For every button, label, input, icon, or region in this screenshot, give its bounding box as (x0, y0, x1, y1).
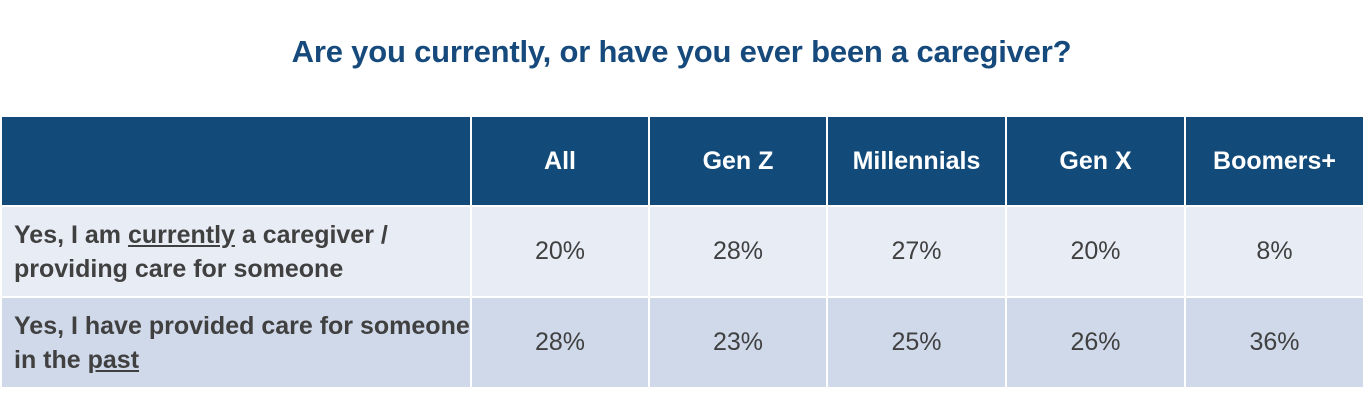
chart-title: Are you currently, or have you ever been… (291, 34, 1072, 69)
cell-gen-z: 23% (648, 296, 828, 389)
row-label-part: Yes, I am (14, 220, 128, 249)
header-gen-x: Gen X (1005, 115, 1186, 207)
cell-all: 20% (470, 205, 650, 298)
header-gen-z: Gen Z (648, 115, 828, 207)
cell-gen-x: 26% (1005, 296, 1186, 389)
row-label-emphasis: currently (127, 220, 235, 249)
header-boomers: Boomers+ (1184, 115, 1363, 207)
row-label-part: Yes, I have provided care for someone in… (14, 311, 470, 374)
row-label-emphasis: past (87, 345, 140, 374)
header-empty (0, 115, 472, 207)
row-label-part: a caregiver / providing care for someone (14, 220, 388, 283)
row-label-past: Yes, I have provided care for someone in… (0, 296, 472, 389)
table-row: Yes, I am currently a caregiver / provid… (0, 205, 1363, 298)
cell-gen-x: 20% (1005, 205, 1186, 298)
cell-all: 28% (470, 296, 650, 389)
cell-gen-z: 28% (648, 205, 828, 298)
caregiver-table: All Gen Z Millennials Gen X Boomers+ Yes… (0, 115, 1363, 389)
row-label-currently: Yes, I am currently a caregiver / provid… (0, 205, 472, 298)
table-row: Yes, I have provided care for someone in… (0, 296, 1363, 389)
cell-millennials: 25% (826, 296, 1007, 389)
header-row: All Gen Z Millennials Gen X Boomers+ (0, 115, 1363, 207)
header-all: All (470, 115, 650, 207)
cell-millennials: 27% (826, 205, 1007, 298)
header-millennials: Millennials (826, 115, 1007, 207)
cell-boomers: 36% (1184, 296, 1363, 389)
cell-boomers: 8% (1184, 205, 1363, 298)
